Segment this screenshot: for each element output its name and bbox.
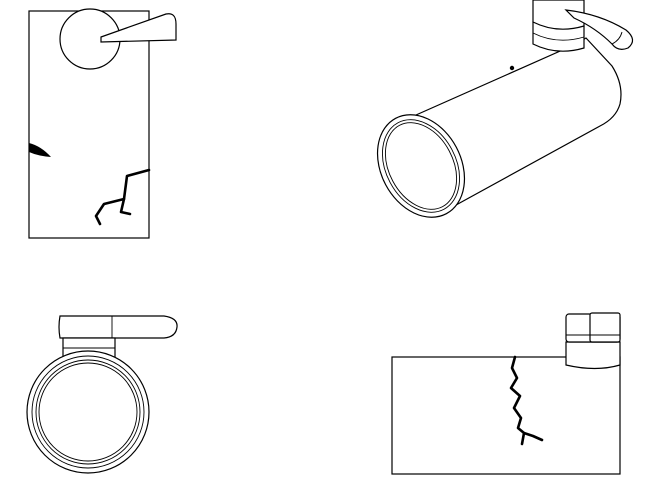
side-view-crack-main: [509, 355, 526, 446]
isometric-view: [376, 0, 634, 218]
isometric-cylinder-body: [415, 37, 622, 217]
isometric-clamp-top: [532, 0, 585, 30]
side-view-lever-face: [589, 312, 621, 343]
side-view-crack-branch: [522, 431, 544, 442]
isometric-clamp-collar: [532, 21, 585, 52]
isometric-collar-band: [532, 32, 585, 41]
front-view-lever: [100, 13, 177, 43]
end-view: [26, 315, 178, 474]
end-view-ring-inner: [35, 359, 141, 465]
side-view-clamp-collar: [565, 341, 621, 370]
isometric-dot-mark: [509, 65, 515, 71]
end-view-lever: [58, 315, 178, 339]
end-view-ring-middle: [31, 355, 145, 469]
front-view-crack-branch: [119, 197, 132, 216]
side-view-body-outline: [391, 356, 621, 475]
side-view: [391, 312, 621, 475]
front-view-crack-main: [94, 168, 151, 226]
end-view-ring-outer: [26, 350, 150, 474]
isometric-opening-inner: [384, 122, 458, 210]
isometric-opening-rim: [382, 119, 460, 213]
end-view-bore: [38, 362, 138, 462]
front-view: [28, 8, 177, 239]
isometric-lever-edge: [611, 31, 623, 45]
front-view-edge-notch: [29, 143, 51, 157]
isometric-lever: [564, 9, 634, 50]
